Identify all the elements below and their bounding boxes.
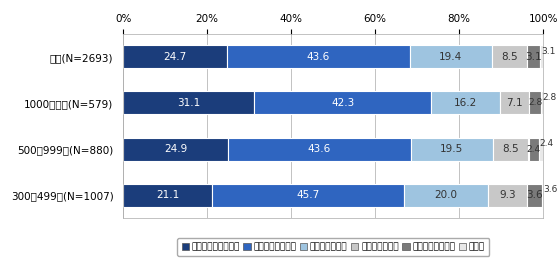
Text: 3.6: 3.6 (543, 185, 558, 194)
Text: 3.1: 3.1 (542, 47, 556, 56)
Bar (404, 184, 488, 207)
Text: 45.7: 45.7 (296, 190, 319, 200)
Bar (529, 137, 539, 161)
Text: 43.6: 43.6 (307, 144, 331, 154)
Bar (488, 184, 527, 207)
Bar (228, 137, 411, 161)
Bar (123, 45, 227, 68)
Text: 2.4: 2.4 (540, 139, 554, 148)
Text: 2.4: 2.4 (526, 144, 540, 154)
Text: 7.1: 7.1 (506, 98, 522, 108)
Bar (492, 45, 527, 68)
Text: 24.7: 24.7 (164, 52, 186, 62)
Bar (542, 184, 544, 207)
Bar (123, 91, 254, 115)
Bar (539, 137, 543, 161)
Bar (123, 184, 212, 207)
Text: 3.1: 3.1 (525, 52, 542, 62)
Bar (411, 137, 493, 161)
Text: 2.8: 2.8 (542, 93, 557, 102)
Text: 21.1: 21.1 (156, 190, 179, 200)
Bar (431, 91, 500, 115)
Bar (541, 91, 543, 115)
Text: 24.9: 24.9 (164, 144, 187, 154)
Text: 9.3: 9.3 (499, 190, 516, 200)
Legend: とても満足している, やや満足している, どちらでもない, やや不満である, とても不満である, 無回答: とても満足している, やや満足している, どちらでもない, やや不満である, と… (177, 238, 489, 256)
Bar (500, 91, 529, 115)
Bar (529, 91, 541, 115)
Bar (527, 184, 542, 207)
Text: 2.8: 2.8 (528, 98, 542, 108)
Text: 43.6: 43.6 (307, 52, 330, 62)
Bar (410, 45, 492, 68)
Bar (254, 91, 431, 115)
Bar (212, 184, 404, 207)
Text: 8.5: 8.5 (502, 144, 519, 154)
Bar (123, 137, 228, 161)
Text: 31.1: 31.1 (177, 98, 200, 108)
Bar (540, 45, 543, 68)
Bar (227, 45, 410, 68)
Text: 3.6: 3.6 (526, 190, 543, 200)
Text: 20.0: 20.0 (434, 190, 458, 200)
Bar (527, 45, 540, 68)
Text: 42.3: 42.3 (331, 98, 354, 108)
Bar (493, 137, 529, 161)
Text: 8.5: 8.5 (501, 52, 517, 62)
Text: 19.5: 19.5 (440, 144, 464, 154)
Text: 19.4: 19.4 (439, 52, 463, 62)
Text: 16.2: 16.2 (454, 98, 477, 108)
